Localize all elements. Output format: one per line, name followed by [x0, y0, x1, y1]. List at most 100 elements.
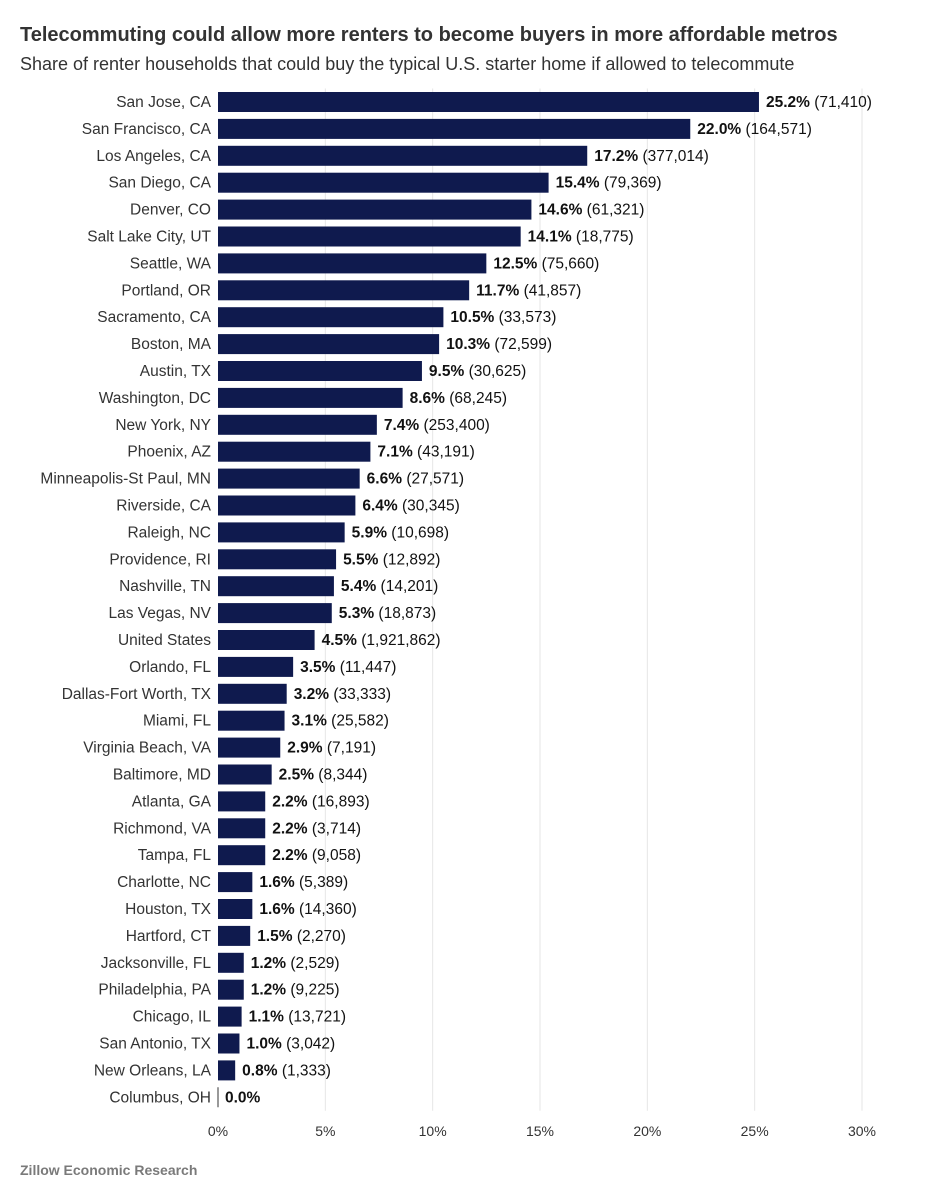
value-label: 10.5% (33,573): [450, 309, 556, 326]
category-label: San Francisco, CA: [82, 121, 212, 138]
bar: [218, 925, 251, 946]
category-label: Salt Lake City, UT: [87, 229, 211, 246]
category-label: Nashville, TN: [119, 578, 211, 595]
value-label: 2.2% (16,893): [272, 793, 369, 810]
value-count: (377,014): [638, 148, 709, 165]
value-count: (18,775): [572, 229, 634, 246]
value-percent: 6.4%: [362, 498, 398, 515]
value-label: 5.3% (18,873): [339, 605, 436, 622]
bar: [218, 899, 253, 919]
value-percent: 2.2%: [272, 847, 308, 864]
category-label: Sacramento, CA: [97, 309, 211, 326]
bar: [218, 468, 360, 489]
category-label: Dallas-Fort Worth, TX: [62, 686, 212, 703]
chart-subtitle: Share of renter households that could bu…: [20, 54, 795, 74]
value-label: 1.2% (9,225): [251, 982, 340, 999]
value-percent: 22.0%: [697, 121, 741, 138]
value-count: (7,191): [323, 740, 376, 757]
value-label: 2.2% (3,714): [272, 820, 361, 837]
value-label: 3.5% (11,447): [300, 659, 396, 676]
bar: [218, 979, 244, 1000]
value-percent: 0.8%: [242, 1062, 278, 1079]
value-count: (9,058): [308, 847, 361, 864]
value-percent: 15.4%: [556, 175, 600, 192]
value-count: (9,225): [286, 982, 339, 999]
value-label: 1.0% (3,042): [246, 1036, 335, 1053]
category-label: Denver, CO: [130, 202, 211, 219]
value-percent: 0.0%: [225, 1089, 261, 1106]
value-label: 22.0% (164,571): [697, 121, 812, 138]
value-label: 14.1% (18,775): [528, 229, 634, 246]
category-label: Charlotte, NC: [117, 874, 211, 891]
value-label: 12.5% (75,660): [493, 255, 599, 272]
value-percent: 9.5%: [429, 363, 465, 380]
category-label: Hartford, CT: [126, 928, 212, 945]
value-percent: 7.1%: [377, 444, 413, 461]
x-tick-label: 10%: [419, 1123, 447, 1139]
category-label: Houston, TX: [125, 901, 212, 918]
value-percent: 2.2%: [272, 820, 308, 837]
category-label: Seattle, WA: [130, 255, 212, 272]
bar: [218, 656, 294, 677]
category-label: Jacksonville, FL: [101, 955, 212, 972]
category-label: Orlando, FL: [129, 659, 211, 676]
value-percent: 10.3%: [446, 336, 490, 353]
bar: [218, 952, 244, 973]
value-count: (72,599): [490, 336, 552, 353]
bar: [218, 683, 287, 704]
value-percent: 2.2%: [272, 793, 308, 810]
value-count: (10,698): [387, 524, 449, 541]
category-label: Atlanta, GA: [132, 793, 212, 810]
value-count: (11,447): [335, 659, 396, 676]
bar: [218, 387, 403, 408]
value-percent: 8.6%: [410, 390, 446, 407]
value-percent: 1.2%: [251, 955, 287, 972]
category-label: Baltimore, MD: [113, 767, 211, 784]
value-label: 6.4% (30,345): [362, 498, 459, 515]
value-label: 5.5% (12,892): [343, 551, 440, 568]
value-count: (164,571): [741, 121, 812, 138]
bar: [218, 549, 337, 570]
bar: [218, 118, 691, 139]
bar: [218, 710, 285, 731]
value-count: (61,321): [582, 202, 644, 219]
bar: [218, 495, 356, 516]
value-label: 17.2% (377,014): [594, 148, 709, 165]
category-label: Chicago, IL: [133, 1009, 212, 1026]
category-label: Richmond, VA: [113, 820, 212, 837]
category-label: Washington, DC: [99, 390, 211, 407]
value-label: 1.1% (13,721): [249, 1009, 346, 1026]
value-label: 4.5% (1,921,862): [322, 632, 441, 649]
value-percent: 5.5%: [343, 551, 379, 568]
value-percent: 2.5%: [279, 767, 315, 784]
value-label: 11.7% (41,857): [476, 282, 581, 299]
value-label: 3.2% (33,333): [294, 686, 391, 703]
value-label: 5.4% (14,201): [341, 578, 438, 595]
value-label: 0.8% (1,333): [242, 1062, 331, 1079]
x-tick-label: 30%: [848, 1123, 876, 1139]
value-count: (12,892): [378, 551, 440, 568]
value-label: 7.1% (43,191): [377, 444, 474, 461]
value-label: 7.4% (253,400): [384, 417, 490, 434]
value-count: (33,333): [329, 686, 391, 703]
category-label: Portland, OR: [121, 282, 211, 299]
bar: [218, 145, 588, 166]
value-label: 6.6% (27,571): [367, 471, 464, 488]
bar: [218, 845, 266, 866]
category-label: Las Vegas, NV: [108, 605, 211, 622]
value-count: (253,400): [419, 417, 490, 434]
value-label: 2.2% (9,058): [272, 847, 361, 864]
value-label: 1.6% (14,360): [259, 901, 356, 918]
value-percent: 3.2%: [294, 686, 330, 703]
value-percent: 6.6%: [367, 471, 403, 488]
value-percent: 3.5%: [300, 659, 336, 676]
bar-chart: 0% 5% 10% 15% 20% 25% 30% San Jose, CA 25.2% (71…: [40, 88, 876, 1139]
category-label: Phoenix, AZ: [127, 444, 211, 461]
bar: [218, 630, 315, 650]
category-label: Virginia Beach, VA: [83, 740, 211, 757]
value-count: (30,345): [398, 498, 460, 515]
value-percent: 4.5%: [322, 632, 358, 649]
bar: [218, 1060, 236, 1081]
bar: [218, 576, 334, 597]
bar: [218, 1033, 240, 1054]
